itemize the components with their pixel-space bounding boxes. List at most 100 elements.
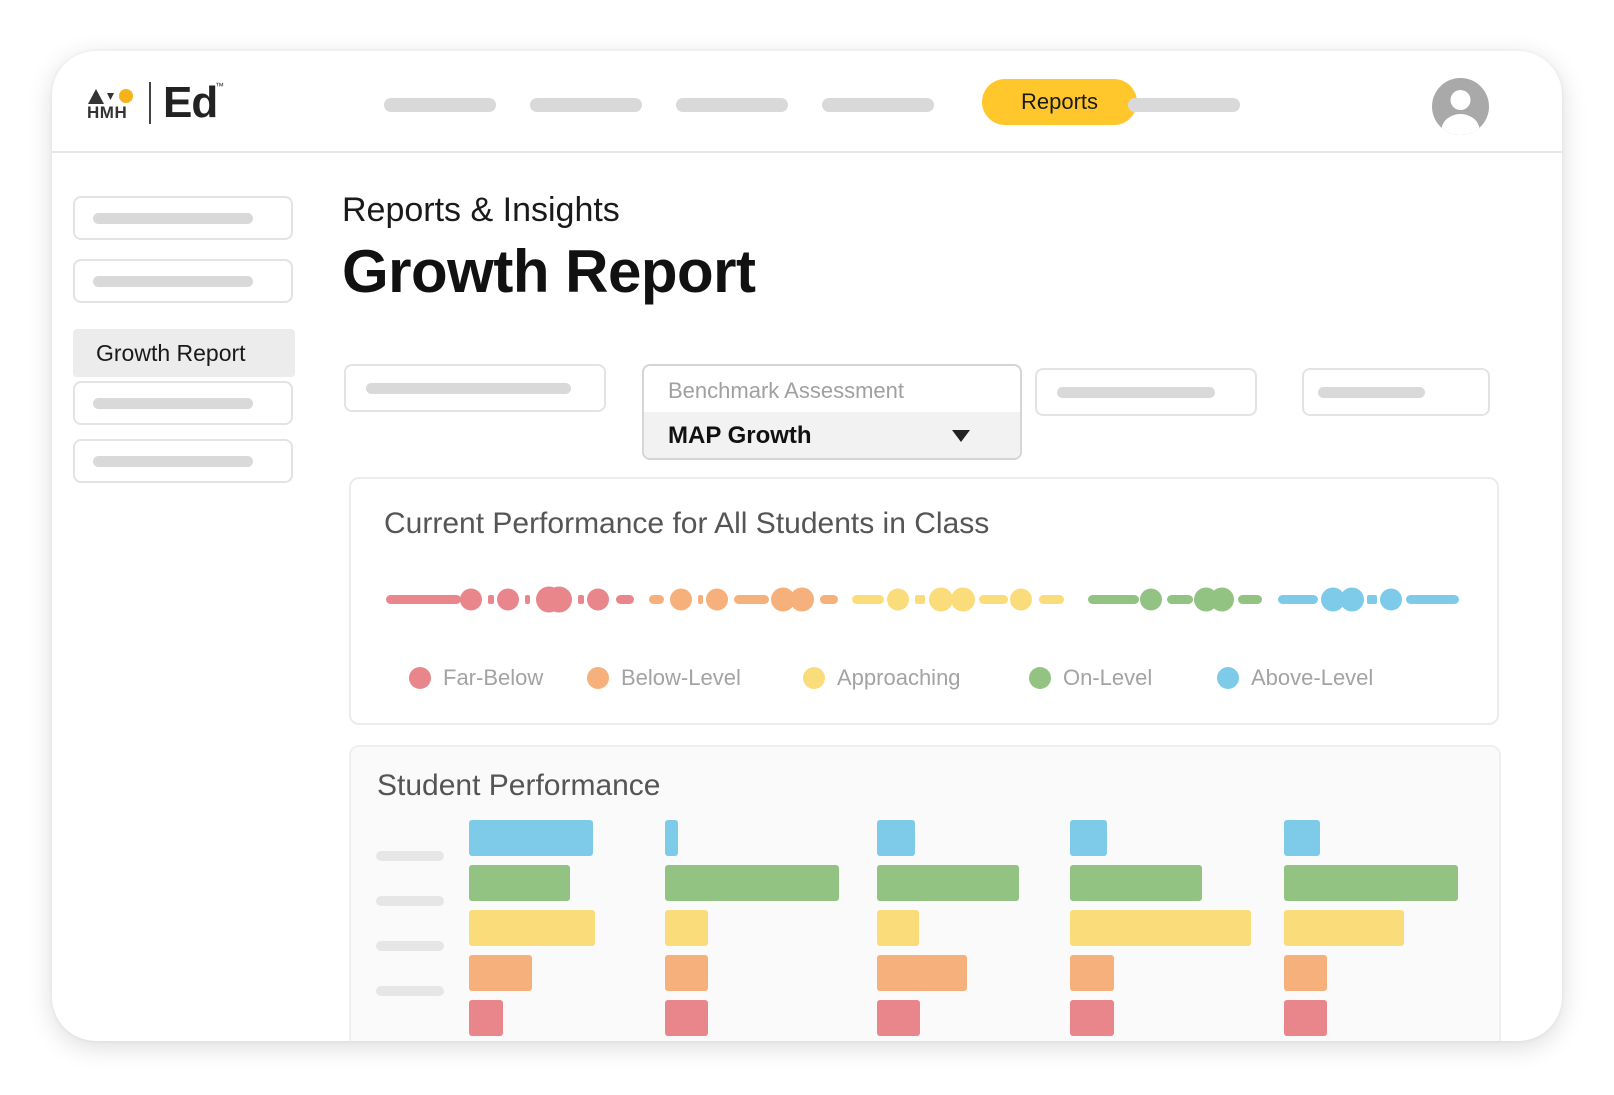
dropdown-selected[interactable]: MAP Growth [644,412,1020,458]
nav-item-placeholder[interactable] [530,98,642,112]
strip-segment [1406,595,1459,604]
dropdown-label: Benchmark Assessment [668,378,904,403]
bar-far-below[interactable] [665,1000,708,1036]
student-dot[interactable] [1380,588,1402,611]
strip-segment [820,595,838,604]
placeholder-bar [1057,387,1215,398]
legend-label: Below-Level [621,665,741,690]
legend-label: Approaching [837,665,961,690]
bar-on-level[interactable] [1284,865,1458,901]
bar-above-level[interactable] [665,820,678,856]
legend-dot [409,667,431,689]
sidebar-item-placeholder[interactable] [73,439,293,483]
student-dot[interactable] [951,587,975,612]
nav-item-placeholder[interactable] [384,98,496,112]
bar-approaching[interactable] [665,910,708,946]
legend-dot [1217,667,1239,689]
strip-segment [1039,595,1064,604]
strip-segment [1367,595,1377,604]
student-dot[interactable] [771,587,795,612]
bar-on-level[interactable] [1070,865,1202,901]
student-dot[interactable] [706,588,728,611]
student-performance-card: Student Performance [349,745,1501,1041]
legend-label: On-Level [1063,665,1153,690]
nav-item-placeholder[interactable] [1128,98,1240,112]
benchmark-assessment-dropdown[interactable]: Benchmark Assessment MAP Growth [642,364,1022,460]
student-dot[interactable] [1010,588,1032,611]
bar-approaching[interactable] [1284,910,1404,946]
sidebar-item-placeholder[interactable] [73,196,293,240]
bar-above-level[interactable] [1284,820,1320,856]
strip-segment [915,595,925,604]
student-dot[interactable] [497,588,519,611]
student-dot[interactable] [887,588,909,611]
bar-below-level[interactable] [469,955,532,991]
dropdown-value: MAP Growth [668,422,812,449]
bar-far-below[interactable] [469,1000,503,1036]
strip-segment [1238,595,1262,604]
strip-segment [616,595,634,604]
placeholder-bar [93,456,253,467]
placeholder-bar [93,276,253,287]
bar-far-below[interactable] [1070,1000,1114,1036]
app-window: HMH Ed ™ Reports Growth Report Reports &… [52,51,1562,1041]
student-dot[interactable] [587,588,609,611]
bar-below-level[interactable] [1070,955,1114,991]
legend-label: Far-Below [443,665,544,690]
bar-above-level[interactable] [1070,820,1107,856]
avatar-silhouette [1441,90,1480,135]
page-title: Growth Report [342,238,756,305]
student-dot[interactable] [546,586,572,613]
nav-item-reports[interactable]: Reports [982,79,1137,125]
row-label-placeholder [376,851,444,861]
legend-item-approaching: Approaching [803,663,961,693]
sidebar-item-growth-report[interactable]: Growth Report [73,329,295,377]
strip-segment [852,595,884,604]
placeholder-bar [93,398,253,409]
bar-far-below[interactable] [877,1000,920,1036]
bar-above-level[interactable] [877,820,915,856]
student-dot[interactable] [1140,588,1162,611]
bar-on-level[interactable] [877,865,1019,901]
student-dot[interactable] [1340,587,1364,612]
strip-segment [1167,595,1193,604]
strip-segment [649,595,664,604]
student-dot[interactable] [670,588,692,611]
sidebar-item-placeholder[interactable] [73,381,293,425]
filter-placeholder[interactable] [1302,368,1490,416]
student-dot[interactable] [790,587,814,612]
strip-segment [525,595,530,604]
row-label-placeholder [376,941,444,951]
placeholder-bar [93,213,253,224]
logo-trademark: ™ [215,81,224,91]
bar-below-level[interactable] [1284,955,1327,991]
strip-segment [734,595,769,604]
hmh-logo-mark-icon [88,89,133,104]
legend-label: Above-Level [1251,665,1374,690]
legend-item-above-level: Above-Level [1217,663,1373,693]
student-dot[interactable] [460,588,482,611]
strip-segment [386,595,461,604]
bar-below-level[interactable] [877,955,967,991]
legend-item-below-level: Below-Level [587,663,741,693]
bar-approaching[interactable] [877,910,919,946]
filter-placeholder[interactable] [1035,368,1257,416]
filter-placeholder[interactable] [344,364,606,412]
nav-item-placeholder[interactable] [822,98,934,112]
user-avatar-icon[interactable] [1432,78,1489,135]
bar-on-level[interactable] [469,865,570,901]
sidebar-item-placeholder[interactable] [73,259,293,303]
bar-far-below[interactable] [1284,1000,1327,1036]
current-performance-card: Current Performance for All Students in … [349,477,1499,725]
student-dot[interactable] [1210,587,1234,612]
bar-on-level[interactable] [665,865,839,901]
student-dot[interactable] [1321,587,1345,612]
student-dot[interactable] [929,587,953,612]
bar-approaching[interactable] [1070,910,1251,946]
bar-approaching[interactable] [469,910,595,946]
bar-below-level[interactable] [665,955,708,991]
bar-above-level[interactable] [469,820,593,856]
strip-segment [1278,595,1318,604]
logo-ed-text: Ed [163,78,218,127]
nav-item-placeholder[interactable] [676,98,788,112]
